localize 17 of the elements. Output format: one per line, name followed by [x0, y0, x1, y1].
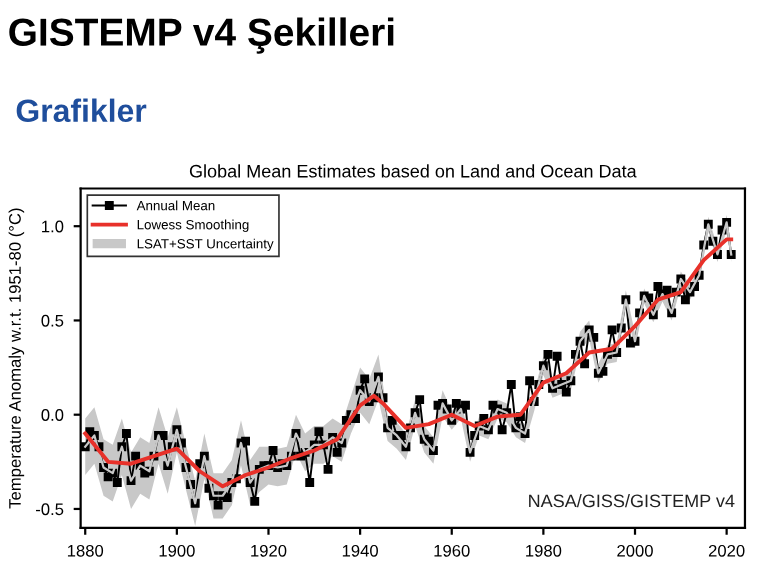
x-tick-label: 1900	[159, 544, 195, 557]
x-tick-label: 1940	[342, 544, 378, 557]
annotation: NASA/GISS/GISTEMP v4	[529, 494, 735, 508]
y-tick-label: -0.5	[36, 503, 64, 516]
x-tick-label: 1920	[251, 544, 287, 557]
text: Grafikler	[16, 98, 147, 123]
x-tick-label: 1960	[434, 544, 470, 557]
chart-title: Global Mean Estimates based on Land and Ocean Data	[189, 164, 637, 178]
y-tick-label: 0.0	[41, 409, 64, 421]
y-axis-title: Temperature Anomaly w.r.t. 1951-80 (°C)	[8, 208, 25, 509]
x-tick-label: 2020	[708, 544, 745, 557]
x-tick-label: 2000	[617, 544, 653, 557]
x-tick-label: 1880	[67, 544, 104, 557]
x-tick-label: 1980	[526, 544, 562, 557]
text: GISTEMP v4 Şekilleri	[9, 17, 394, 54]
y-tick-label: 0.5	[41, 314, 64, 327]
y-tick-label: 1.0	[42, 220, 64, 233]
